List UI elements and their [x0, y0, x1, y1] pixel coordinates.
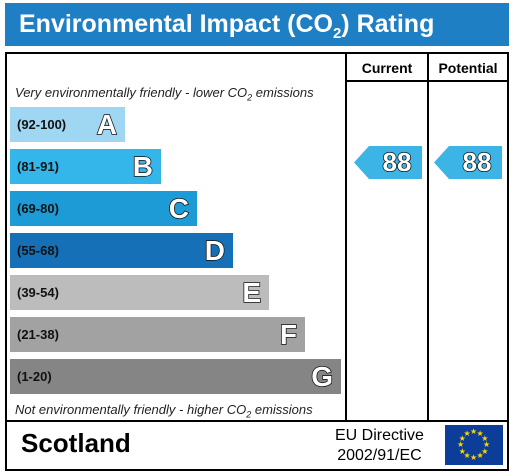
band-range: (81-91) [17, 159, 59, 174]
eu-directive: EU Directive 2002/91/EC [335, 426, 424, 466]
column-divider-current [345, 54, 347, 420]
top-note-subscript: 2 [247, 92, 253, 103]
potential-arrow-shape [434, 146, 502, 179]
directive-line-1: EU Directive [335, 427, 424, 444]
flag-star-icon: ★ [457, 440, 465, 449]
flag-star-icon: ★ [476, 451, 484, 461]
rating-band-g: (1-20) G [10, 359, 341, 394]
directive-line-2: 2002/91/EC [337, 447, 422, 464]
current-rating-value: 88 [382, 146, 412, 178]
bottom-note-subscript: 2 [246, 409, 252, 420]
band-range: (39-54) [17, 285, 59, 300]
top-note: Very environmentally friendly - lower CO… [15, 85, 314, 103]
rating-band-f: (21-38) F [10, 317, 305, 352]
band-letter: C [168, 192, 190, 225]
flag-star-icon: ★ [476, 428, 484, 438]
title-subscript: 2 [332, 25, 342, 42]
band-range: (69-80) [17, 201, 59, 216]
rating-table: Current Potential Very environmentally f… [5, 52, 509, 422]
current-rating-arrow: 88 [354, 146, 422, 179]
rating-band-a: (92-100) A [10, 107, 125, 142]
band-range: (55-68) [17, 243, 59, 258]
title-text: Environmental Impact (CO [19, 10, 333, 38]
rating-band-c: (69-80) C [10, 191, 197, 226]
band-letter: G [310, 360, 333, 393]
title-text-end: ) Rating [341, 10, 435, 38]
band-range: (21-38) [17, 327, 59, 342]
flag-star-icon: ★ [458, 446, 466, 456]
band-range: (92-100) [17, 117, 67, 132]
bottom-note-text-end: emissions [251, 402, 313, 417]
bottom-note-text: Not environmentally friendly - higher CO [15, 402, 247, 417]
flag-star-icon: ★ [458, 433, 466, 443]
current-arrow-shape [354, 146, 422, 179]
band-range: (1-20) [17, 369, 52, 384]
rating-band-d: (55-68) D [10, 233, 233, 268]
flag-star-icon: ★ [463, 451, 471, 461]
flag-star-icon: ★ [470, 427, 478, 436]
rating-band-b: (81-91) B [10, 149, 161, 184]
top-note-text: Very environmentally friendly - lower CO [15, 85, 248, 100]
flag-star-icon: ★ [470, 453, 478, 462]
potential-rating-arrow: 88 [434, 146, 502, 179]
eu-flag-icon: ★ ★ ★ ★ ★ ★ ★ ★ ★ ★ ★ ★ [445, 425, 503, 465]
current-column-header: Current [361, 60, 413, 76]
column-divider-potential [427, 54, 429, 420]
rating-band-e: (39-54) E [10, 275, 269, 310]
footer: Scotland EU Directive 2002/91/EC ★ ★ ★ ★ ★ ★ ★… [5, 422, 509, 471]
potential-column-header: Potential [438, 60, 498, 76]
band-letter: F [279, 318, 298, 351]
flag-star-icon: ★ [481, 433, 489, 443]
band-letter: E [242, 276, 262, 309]
flag-star-icon: ★ [481, 446, 489, 456]
band-letter: A [96, 108, 118, 141]
bottom-note: Not environmentally friendly - higher CO… [15, 402, 313, 420]
flag-star-icon: ★ [483, 440, 491, 449]
potential-rating-value: 88 [462, 146, 492, 178]
flag-star-icon: ★ [463, 428, 471, 438]
top-note-text-end: emissions [252, 85, 314, 100]
rating-title-banner: Environmental Impact (CO2) Rating [5, 3, 509, 46]
header-rule [347, 80, 507, 82]
band-letter: D [204, 234, 226, 267]
region-name: Scotland [21, 428, 131, 458]
band-letter: B [132, 150, 154, 183]
